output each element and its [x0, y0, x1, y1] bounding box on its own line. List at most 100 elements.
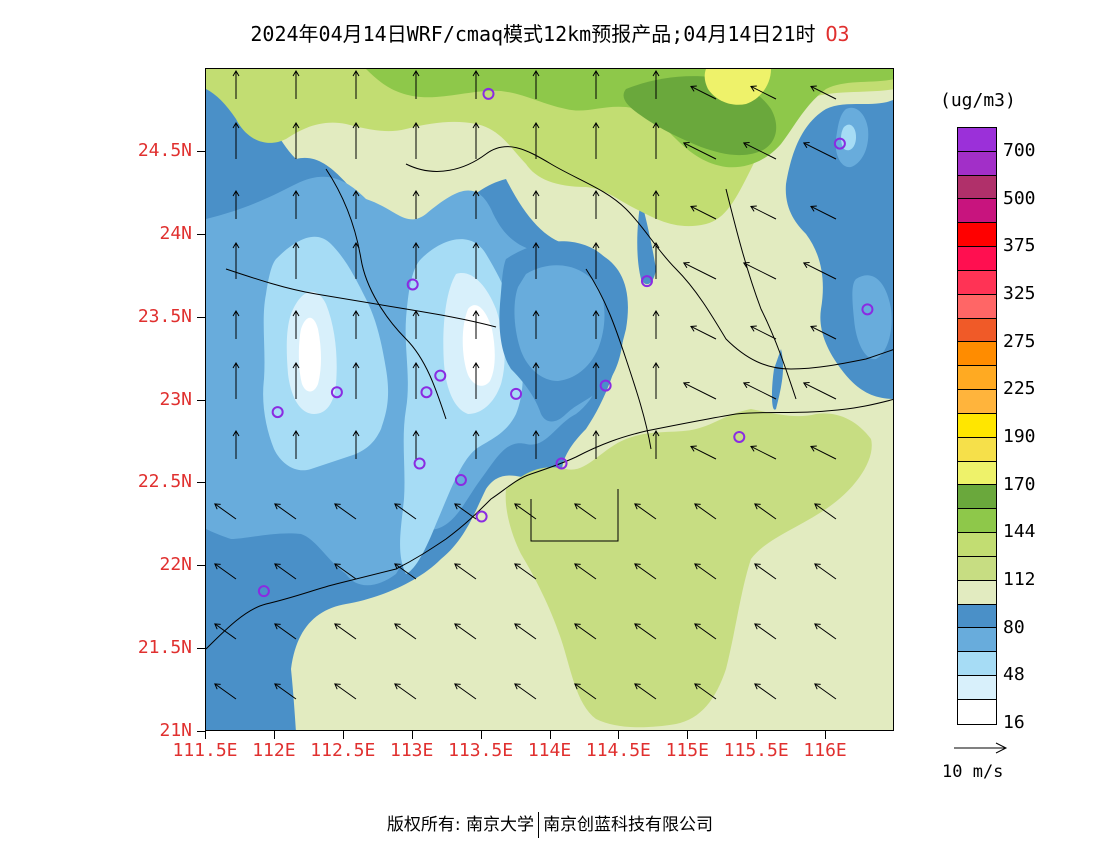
- wind-arrow-head: [750, 325, 757, 332]
- lon-tick-label: 115.5E: [723, 740, 789, 761]
- wind-arrow-head: [810, 85, 817, 92]
- colorbar-swatch: [958, 461, 996, 486]
- wind-arrow: [514, 683, 537, 700]
- district-boundary-3: [585, 268, 652, 450]
- wind-arrow-head: [394, 503, 401, 510]
- wind-arrow-head: [232, 362, 240, 369]
- wind-arrow-head: [472, 242, 480, 249]
- wind-arrow-head: [532, 70, 540, 77]
- map-title: 2024年04月14日WRF/cmaq模式12km预报产品;04月14日21时 O…: [0, 18, 1100, 47]
- wind-arrow-head: [592, 362, 600, 369]
- lat-tick-label: 24N: [159, 222, 192, 244]
- lon-tick: [273, 731, 275, 739]
- colorbar: [957, 127, 997, 725]
- colorbar-swatch: [958, 699, 996, 724]
- colorbar-swatch: [958, 509, 996, 534]
- lon-tick: [825, 731, 827, 739]
- wind-arrow-head: [592, 242, 600, 249]
- wind-arrow: [274, 623, 297, 640]
- title-text: 2024年04月14日WRF/cmaq模式12km预报产品;04月14日21时: [250, 22, 816, 46]
- wind-arrow-head: [690, 325, 697, 332]
- wind-arrow: [810, 326, 837, 340]
- wind-arrow-head: [334, 503, 341, 510]
- wind-arrow-head: [454, 503, 461, 510]
- wind-arrow-head: [814, 503, 821, 510]
- colorbar-swatch: [958, 175, 996, 200]
- lon-tick: [411, 731, 413, 739]
- colorbar-swatch: [958, 413, 996, 438]
- district-boundary-1: [325, 168, 447, 420]
- wind-arrow-head: [652, 430, 660, 437]
- wind-arrow-head: [802, 381, 810, 389]
- lat-tick: [197, 731, 205, 732]
- wind-arrow-head: [472, 190, 480, 197]
- hk-box: [530, 489, 619, 542]
- wind-arrow-head: [690, 85, 697, 92]
- wind-arrow: [574, 503, 597, 520]
- wind-arrow-head: [814, 563, 821, 570]
- contour-band-east-light: [835, 107, 892, 360]
- wind-arrow: [690, 86, 717, 100]
- wind-arrow-head: [412, 430, 420, 437]
- lat-tick-label: 22N: [159, 554, 192, 576]
- wind-arrow: [810, 86, 837, 100]
- wind-arrow: [814, 683, 837, 700]
- wind-arrow-head: [292, 122, 300, 129]
- station-marker: [271, 406, 284, 419]
- wind-arrow-head: [694, 623, 701, 630]
- wind-arrow: [743, 262, 777, 280]
- lon-tick: [687, 731, 689, 739]
- wind-arrow: [574, 563, 597, 580]
- colorbar-label: 325: [1003, 282, 1036, 304]
- wind-arrow-head: [454, 623, 461, 630]
- colorbar-swatch: [958, 294, 996, 319]
- contour-band-190-225: [704, 69, 771, 105]
- wind-arrow: [274, 563, 297, 580]
- wind-arrow-head: [352, 242, 360, 249]
- colorbar-swatch: [958, 128, 996, 152]
- lon-tick-label: 114.5E: [585, 740, 651, 761]
- wind-arrow-head: [652, 190, 660, 197]
- colorbar-label: 375: [1003, 235, 1036, 257]
- colorbar-label: 112: [1003, 568, 1036, 590]
- wind-arrow-head: [592, 430, 600, 437]
- lon-tick-label: 112E: [252, 740, 296, 761]
- wind-arrow-head: [352, 430, 360, 437]
- wind-arrow: [694, 623, 717, 640]
- wind-arrow-head: [574, 623, 581, 630]
- wind-arrow-head: [472, 70, 480, 77]
- station-marker: [475, 510, 488, 523]
- colorbar-label: 500: [1003, 187, 1036, 209]
- wind-arrow-head: [682, 381, 690, 389]
- wind-arrow-head: [690, 205, 697, 212]
- contour-band-east-48-80: [637, 99, 893, 410]
- lon-tick-label: 115E: [665, 740, 709, 761]
- wind-arrow-head: [532, 242, 540, 249]
- concentration-map: [205, 68, 894, 731]
- lon-tick-label: 113.5E: [448, 740, 514, 761]
- station-marker: [413, 457, 426, 470]
- lon-tick-label: 114E: [527, 740, 572, 761]
- wind-arrow: [334, 683, 357, 700]
- wind-arrow: [754, 563, 777, 580]
- contour-band-white: [298, 305, 495, 392]
- wind-arrow-head: [814, 683, 821, 690]
- wind-arrow-head: [472, 310, 480, 317]
- station-marker: [482, 87, 495, 100]
- contour-band-central-light: [514, 265, 605, 381]
- colorbar-swatch: [958, 604, 996, 629]
- wind-arrow-head: [292, 70, 300, 77]
- station-marker: [330, 386, 343, 399]
- colorbar-swatch: [958, 652, 996, 677]
- wind-arrow-head: [754, 563, 761, 570]
- wind-arrow-head: [394, 563, 401, 570]
- wind-arrow: [754, 503, 777, 520]
- wind-arrow-head: [514, 623, 521, 630]
- wind-arrow-head: [292, 310, 300, 317]
- wind-arrow-head: [274, 563, 281, 570]
- station-marker: [599, 379, 612, 392]
- colorbar-label: 225: [1003, 378, 1036, 400]
- lon-tick: [342, 731, 344, 739]
- wind-arrow-head: [514, 563, 521, 570]
- wind-arrow: [694, 683, 717, 700]
